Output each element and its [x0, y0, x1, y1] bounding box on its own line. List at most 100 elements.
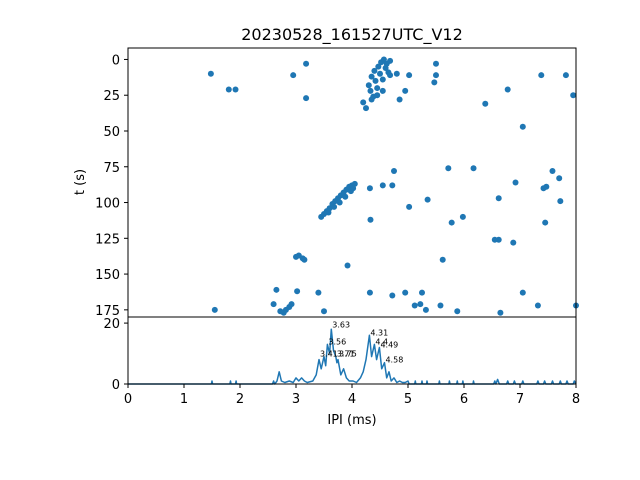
histogram-x-tick-label: 7 — [516, 392, 524, 407]
scatter-point — [433, 60, 439, 67]
scatter-point — [459, 213, 466, 220]
scatter-point — [448, 219, 455, 226]
scatter-point — [433, 72, 439, 79]
histogram-panel: 3.41 3.56 3.63 3.713.75 4.314.44.49 4.58 0 1 2 3… — [103, 316, 580, 428]
scatter-point — [301, 256, 308, 263]
peak-label: 3.41 — [320, 350, 338, 359]
scatter-point — [556, 175, 563, 182]
scatter-point — [288, 301, 295, 308]
scatter-point — [367, 216, 374, 223]
scatter-y-tick-label: 100 — [95, 197, 120, 212]
scatter-point — [368, 96, 375, 103]
scatter-point — [562, 72, 569, 79]
scatter-point — [439, 256, 446, 263]
histogram-x-axis-label: IPI (ms) — [327, 413, 376, 428]
scatter-point — [273, 286, 280, 293]
histogram-x-tick-label: 0 — [124, 392, 132, 407]
scatter-point — [371, 67, 378, 74]
histogram-peak-labels: 3.41 3.56 3.63 3.713.75 4.314.44.49 4.58 — [320, 321, 403, 365]
histogram-x-ticks: 0 1 2 3 4 5 6 7 8 — [124, 384, 580, 407]
scatter-y-tick-label: 0 — [112, 53, 120, 68]
histogram-x-tick-label: 1 — [180, 392, 188, 407]
scatter-point — [344, 262, 351, 269]
scatter-point — [360, 99, 367, 106]
scatter-point — [519, 123, 526, 130]
histogram-y-tick-label: 0 — [112, 378, 120, 393]
scatter-point — [350, 185, 357, 192]
scatter-point — [232, 86, 239, 93]
scatter-y-tick-label: 175 — [95, 304, 120, 319]
scatter-point — [379, 76, 386, 83]
peak-label: 4.49 — [380, 340, 398, 349]
scatter-point — [437, 302, 444, 309]
scatter-point — [534, 302, 541, 309]
scatter-point — [402, 87, 409, 94]
scatter-y-tick-label: 25 — [103, 89, 120, 104]
scatter-point — [303, 95, 310, 102]
scatter-point — [374, 85, 381, 92]
scatter-plot-area — [207, 56, 579, 316]
scatter-point — [321, 308, 327, 315]
histogram-x-tick-label: 2 — [236, 392, 244, 407]
scatter-point — [402, 289, 409, 296]
scatter-y-tick-label: 150 — [95, 268, 120, 283]
scatter-point — [549, 168, 556, 175]
scatter-point — [211, 306, 218, 313]
scatter-point — [445, 165, 452, 172]
scatter-point — [207, 70, 214, 77]
scatter-point — [543, 183, 550, 190]
scatter-point — [380, 56, 387, 63]
histogram-x-tick-label: 3 — [292, 392, 300, 407]
histogram-y-ticks: 0 20 — [103, 317, 128, 393]
peak-label: 3.63 — [332, 321, 350, 330]
scatter-point — [366, 185, 373, 192]
scatter-point — [391, 168, 397, 175]
scatter-point — [225, 86, 232, 93]
scatter-point — [504, 86, 511, 93]
scatter-point — [512, 179, 519, 186]
scatter-y-axis-label: t (s) — [73, 169, 88, 195]
scatter-point — [331, 203, 338, 210]
scatter-point — [431, 79, 438, 86]
scatter-y-tick-label: 50 — [103, 125, 120, 140]
scatter-point — [368, 73, 375, 80]
scatter-point — [495, 195, 502, 202]
peak-label: 4.4 — [375, 337, 388, 346]
scatter-point — [411, 302, 418, 309]
scatter-point — [424, 196, 431, 203]
histogram-x-tick-label: 4 — [348, 392, 356, 407]
scatter-point — [387, 72, 394, 79]
scatter-point — [510, 239, 517, 246]
scatter-y-tick-label: 125 — [95, 232, 120, 247]
scatter-panel: 20230528_161527UTC_V12 0 25 50 75 100 125 150 1… — [73, 25, 579, 319]
scatter-point — [419, 289, 425, 296]
scatter-point — [325, 209, 332, 216]
scatter-point — [470, 165, 477, 172]
scatter-point — [389, 182, 396, 189]
scatter-point — [363, 105, 369, 112]
scatter-point — [366, 289, 373, 296]
scatter-point — [336, 199, 343, 206]
scatter-point — [303, 60, 310, 67]
scatter-point — [557, 198, 564, 205]
scatter-point — [542, 219, 549, 226]
scatter-point — [497, 309, 504, 316]
scatter-point — [519, 289, 526, 296]
scatter-point — [315, 289, 322, 296]
scatter-point — [482, 100, 489, 107]
chart-title: 20230528_161527UTC_V12 — [241, 25, 463, 45]
scatter-point — [290, 72, 297, 79]
peak-label: 4.31 — [370, 328, 388, 337]
peak-label: 4.58 — [385, 356, 403, 365]
scatter-point — [387, 57, 394, 64]
histogram-x-tick-label: 8 — [572, 392, 580, 407]
histogram-x-tick-label: 5 — [404, 392, 412, 407]
scatter-point — [393, 70, 400, 77]
scatter-point — [406, 72, 413, 79]
scatter-point — [491, 236, 498, 243]
peak-label: 3.75 — [339, 350, 357, 359]
scatter-point — [538, 72, 545, 79]
scatter-point — [379, 87, 386, 94]
scatter-point — [294, 288, 301, 295]
scatter-point — [367, 87, 374, 94]
